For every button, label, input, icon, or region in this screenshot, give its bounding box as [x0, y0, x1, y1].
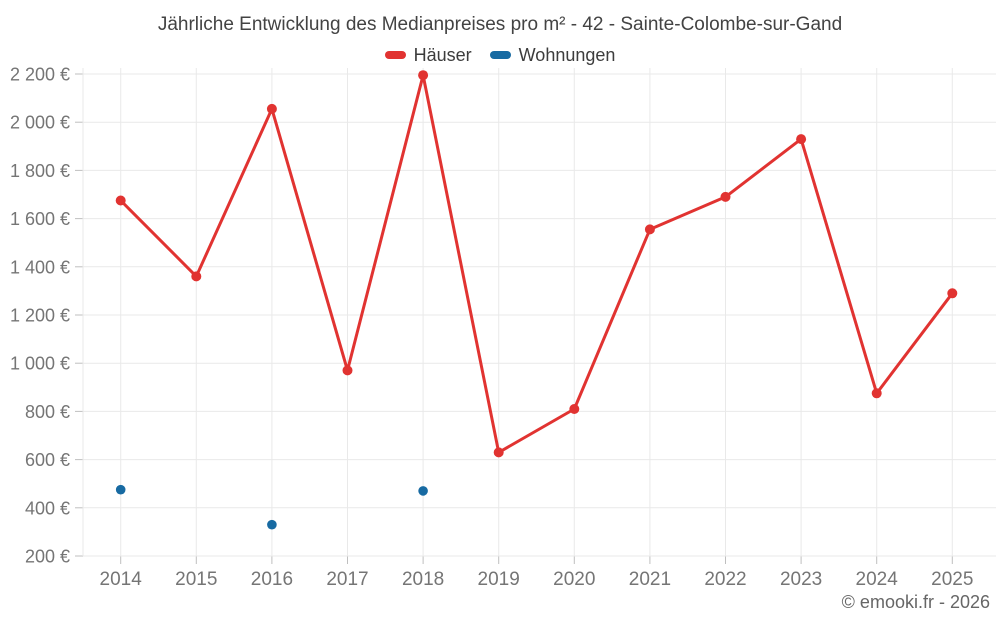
svg-text:600 €: 600 € [25, 450, 70, 470]
svg-text:800 €: 800 € [25, 402, 70, 422]
data-point [720, 191, 731, 202]
svg-text:1 400 €: 1 400 € [10, 257, 70, 277]
svg-text:1 800 €: 1 800 € [10, 161, 70, 181]
svg-text:200 €: 200 € [25, 547, 70, 567]
svg-text:2 000 €: 2 000 € [10, 113, 70, 133]
svg-text:2024: 2024 [856, 569, 899, 590]
data-point [115, 195, 126, 206]
data-point [569, 404, 580, 414]
data-point [644, 224, 655, 235]
data-point [342, 365, 353, 376]
svg-text:2022: 2022 [704, 569, 746, 590]
svg-text:2017: 2017 [326, 569, 368, 590]
svg-text:2 200 €: 2 200 € [10, 65, 70, 85]
data-point [191, 271, 202, 282]
chart-title: Jährliche Entwicklung des Medianpreises … [157, 14, 843, 35]
legend-item-wohnungen[interactable]: Wohnungen [489, 45, 616, 65]
data-point [871, 388, 882, 399]
svg-text:1 600 €: 1 600 € [10, 209, 70, 229]
svg-text:400 €: 400 € [25, 498, 70, 518]
legend-label-haeuser: Häuser [413, 45, 472, 65]
data-point [796, 134, 807, 145]
data-point [418, 486, 428, 496]
gridlines [75, 68, 996, 564]
data-point [947, 288, 958, 299]
svg-text:2021: 2021 [629, 569, 671, 590]
svg-text:2025: 2025 [931, 569, 973, 590]
svg-text:1 200 €: 1 200 € [10, 306, 70, 326]
svg-text:2019: 2019 [478, 569, 520, 590]
svg-text:2020: 2020 [553, 569, 595, 590]
data-point [493, 447, 504, 458]
wohnungen-swatch-icon [489, 51, 511, 59]
svg-text:2016: 2016 [251, 569, 293, 590]
svg-text:2015: 2015 [175, 569, 217, 590]
svg-text:2014: 2014 [100, 569, 143, 590]
footer-credit: © emooki.fr - 2026 [841, 592, 990, 612]
y-axis-labels: 200 € 400 € 600 € 800 € 1 000 € 1 200 € 1 400 … [10, 65, 70, 567]
haeuser-swatch-icon [384, 51, 406, 59]
data-point [115, 484, 126, 495]
svg-text:1 000 €: 1 000 € [10, 354, 70, 374]
legend-item-haeuser[interactable]: Häuser [384, 45, 472, 65]
svg-text:2023: 2023 [780, 569, 822, 590]
data-point [418, 70, 429, 81]
series-haeuser [115, 70, 958, 458]
svg-text:2018: 2018 [402, 569, 444, 590]
data-point [267, 519, 277, 530]
series-wohnungen [115, 484, 428, 530]
x-axis-labels: 2014 2015 2016 2017 2018 2019 2020 2021 2022 2023… [100, 569, 974, 590]
legend-label-wohnungen: Wohnungen [518, 45, 616, 65]
chart-legend: Häuser Wohnungen [0, 45, 1000, 65]
data-point [266, 103, 277, 114]
